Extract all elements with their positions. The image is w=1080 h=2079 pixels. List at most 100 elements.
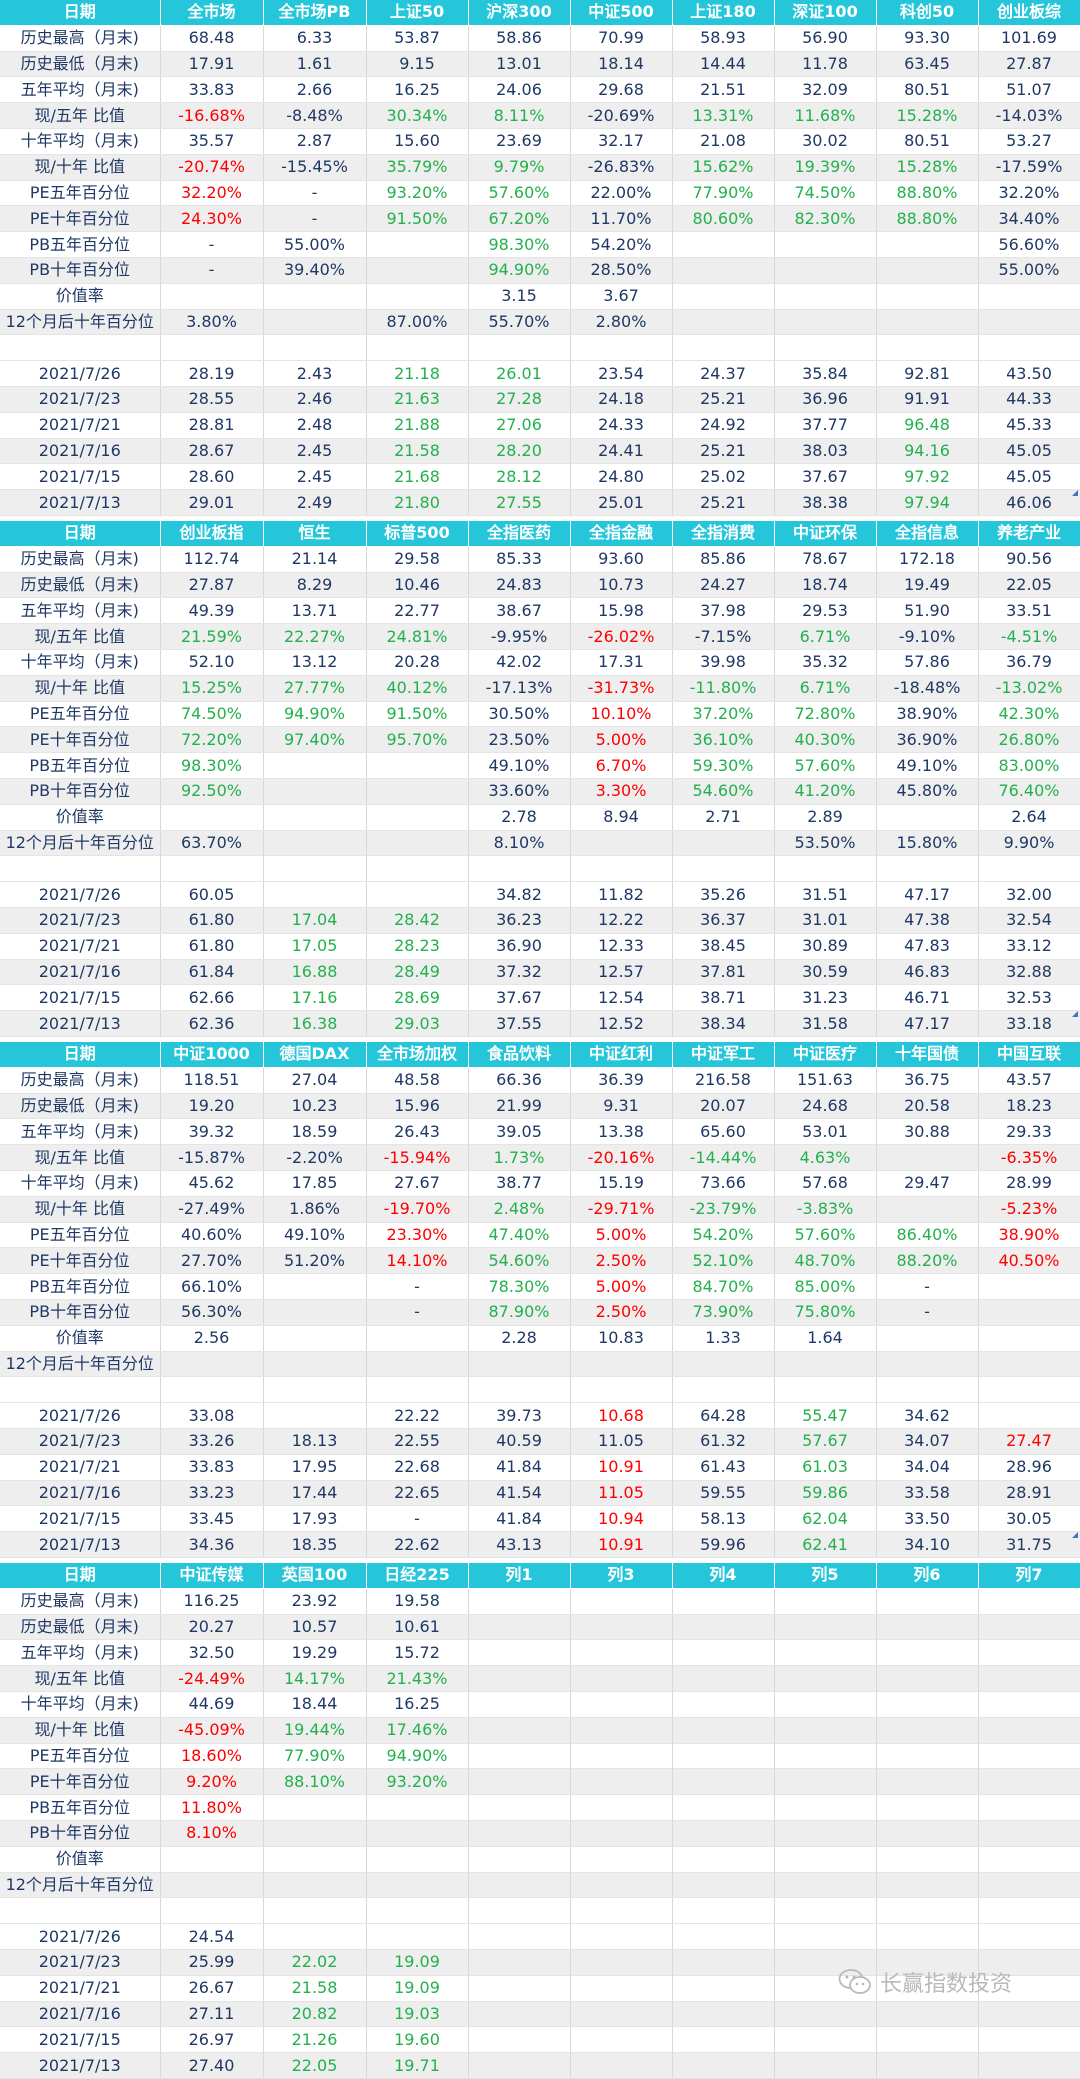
table-cell: [978, 1743, 1080, 1770]
table-cell: 43.57: [978, 1067, 1080, 1094]
table-cell: [876, 1975, 979, 2002]
table-cell: 18.35: [263, 1531, 367, 1558]
table-cell: 36.79: [978, 649, 1080, 676]
table-cell: 70.99: [570, 25, 673, 52]
table-cell: 26.67: [160, 1975, 264, 2002]
table-cell: 86.40%: [876, 1222, 979, 1249]
column-header: 创业板综: [978, 0, 1080, 26]
table-cell: [570, 1639, 673, 1667]
table-cell: -15.87%: [160, 1144, 264, 1171]
table-cell: 1.33: [672, 1325, 775, 1352]
table-cell: 37.81: [672, 959, 775, 986]
table-cell: 93.20%: [366, 1768, 469, 1796]
table-cell: 28.49: [366, 959, 469, 986]
table-cell: 32.17: [570, 128, 673, 155]
table-cell: [263, 804, 367, 831]
table-cell: [468, 1665, 571, 1692]
table-cell: 5.00%: [570, 726, 673, 754]
table-cell: 1.64: [774, 1325, 877, 1352]
table-cell: [570, 1743, 673, 1770]
table-cell: 58.86: [468, 25, 571, 52]
row-label: 2021/7/23: [0, 907, 161, 934]
table-cell: 29.47: [876, 1170, 979, 1197]
table-cell: 80.60%: [672, 205, 775, 233]
table-cell: 24.54: [160, 1923, 264, 1950]
table-cell: 42.30%: [978, 701, 1080, 728]
table-cell: [978, 283, 1080, 310]
table-cell: [978, 1588, 1080, 1615]
table-cell: 2.78: [468, 804, 571, 831]
table-cell: 40.12%: [366, 675, 469, 702]
table-cell: 2.45: [263, 438, 367, 465]
table-cell: [876, 1614, 979, 1641]
table-cell: 24.68: [774, 1093, 877, 1120]
table-cell: [978, 1639, 1080, 1667]
table-row: 2021/7/26 24.54: [0, 1923, 1080, 1950]
table-cell: [672, 1639, 775, 1667]
table-cell: -26.83%: [570, 154, 673, 181]
column-header: 日期: [0, 521, 161, 547]
table-cell: 61.84: [160, 959, 264, 986]
table-cell: 53.50%: [774, 830, 877, 857]
table-cell: [774, 231, 877, 258]
table-cell: [263, 1273, 367, 1300]
table-cell: [978, 1794, 1080, 1821]
table-cell: 18.13: [263, 1428, 367, 1455]
table-cell: 24.83: [468, 572, 571, 599]
row-label: 2021/7/15: [0, 984, 161, 1012]
table-cell: 47.17: [876, 1010, 979, 1037]
row-label: PE五年百分位: [0, 1743, 161, 1770]
table-cell: -18.48%: [876, 675, 979, 702]
table-cell: 24.33: [570, 412, 673, 439]
table-cell: 57.86: [876, 649, 979, 676]
table-cell: 78.30%: [468, 1273, 571, 1300]
table-cell: 18.60%: [160, 1743, 264, 1770]
table-cell: 43.50: [978, 360, 1080, 387]
table-row: PE五年百分位 40.60% 49.10% 23.30% 47.40% 5.00% 54.2…: [0, 1222, 1080, 1249]
table-cell: 94.90%: [468, 257, 571, 284]
row-label: 历史最高（月末): [0, 1588, 161, 1615]
table-cell: 21.59%: [160, 623, 264, 650]
column-header: 列1: [468, 1563, 571, 1589]
table-cell: 16.25: [366, 1691, 469, 1718]
table-cell: [876, 1872, 979, 1899]
table-cell: 45.62: [160, 1170, 264, 1197]
table-cell: 48.58: [366, 1067, 469, 1094]
table-cell: [160, 334, 264, 362]
table-cell: 10.83: [570, 1325, 673, 1352]
table-cell: 10.91: [570, 1531, 673, 1558]
row-label: 2021/7/13: [0, 489, 161, 516]
table-row: 现/十年 比值 -27.49% 1.86% -19.70% 2.48% -29.71% -2…: [0, 1196, 1080, 1223]
table-cell: 38.71: [672, 984, 775, 1012]
table-row: PB十年百分位 92.50% 33.60% 3.30% 54.60% 41.20% 45.8…: [0, 778, 1080, 805]
table-row: PB五年百分位 98.30% 49.10% 6.70% 59.30% 57.60% 49.1…: [0, 752, 1080, 779]
table-cell: 25.99: [160, 1949, 264, 1976]
table-cell: 30.59: [774, 959, 877, 986]
table-cell: 25.21: [672, 386, 775, 413]
table-cell: 22.77: [366, 597, 469, 625]
table-cell: [774, 1872, 877, 1899]
table-cell: [876, 1717, 979, 1744]
table-cell: 24.30%: [160, 205, 264, 233]
column-header: 英国100: [263, 1563, 367, 1589]
row-label: 历史最低（月末): [0, 1614, 161, 1641]
table-cell: [978, 334, 1080, 362]
table-row: 现/五年 比值 -15.87% -2.20% -15.94% 1.73% -20.16% -…: [0, 1144, 1080, 1171]
table-cell: [263, 1846, 367, 1873]
table-row: 2021/7/15 28.60 2.45 21.68 28.12 24.80 25.02 37…: [0, 463, 1080, 491]
table-cell: 51.90: [876, 597, 979, 625]
table-cell: 35.57: [160, 128, 264, 155]
row-label: 2021/7/16: [0, 1480, 161, 1507]
table-cell: 27.70%: [160, 1247, 264, 1275]
row-label: 2021/7/13: [0, 2052, 161, 2079]
table-cell: -6.35%: [978, 1144, 1080, 1171]
table-cell: 28.55: [160, 386, 264, 413]
table-cell: 39.40%: [263, 257, 367, 284]
column-header: 上证180: [672, 0, 775, 26]
table-cell: -16.68%: [160, 102, 264, 129]
table-cell: [570, 1975, 673, 2002]
header-row: 日期 全市场 全市场PB 上证50 沪深300 中证500 上证180 深证100 科创50 创业…: [0, 0, 1080, 26]
table-cell: [468, 1614, 571, 1641]
table-cell: [366, 1923, 469, 1950]
row-label: 2021/7/23: [0, 386, 161, 413]
